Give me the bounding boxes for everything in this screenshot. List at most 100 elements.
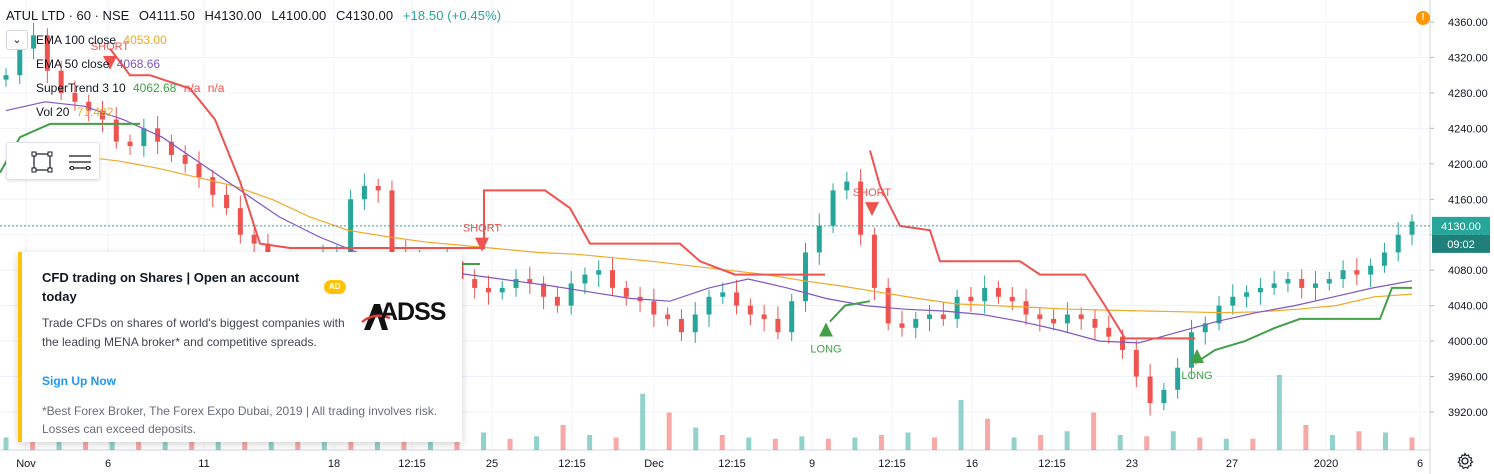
- volume-bar: [30, 435, 36, 450]
- indicator-volume[interactable]: Vol 20 71.492: [36, 105, 113, 119]
- time-tick-label: 9: [809, 458, 815, 470]
- volume-bar: [666, 412, 672, 450]
- price-tick-label: 4280.00: [1448, 88, 1488, 100]
- volume-bar: [746, 437, 752, 450]
- candle-body: [499, 287, 505, 293]
- candle-body: [513, 279, 519, 288]
- volume-bar: [268, 438, 274, 450]
- volume-bar: [613, 437, 619, 450]
- candle-body: [720, 292, 726, 297]
- candle-body: [224, 194, 230, 209]
- time-tick-label: Nov: [16, 458, 36, 470]
- candle-body: [789, 301, 795, 333]
- candle-body: [485, 287, 491, 293]
- symbol-header: ATUL LTD · 60 · NSE O4111.50 H4130.00 L4…: [6, 8, 501, 23]
- short-signal-label: SHORT: [853, 187, 892, 199]
- candle-body: [665, 314, 671, 319]
- volume-bar: [427, 438, 433, 450]
- candle-body: [651, 301, 657, 315]
- sign-up-link[interactable]: Sign Up Now: [42, 374, 116, 388]
- candle-body: [802, 252, 808, 302]
- candle-body: [954, 296, 960, 319]
- settings-gear-icon[interactable]: [1456, 452, 1474, 470]
- time-tick-label: 6: [105, 458, 111, 470]
- candle-body: [1244, 292, 1250, 297]
- long-signal-label: LONG: [810, 343, 841, 355]
- candle-body: [913, 318, 919, 328]
- ema100-line: [5, 149, 1413, 314]
- rectangle-tool-icon[interactable]: [29, 149, 55, 175]
- indicator-value: 71.492: [76, 105, 114, 119]
- volume-bar: [587, 435, 593, 450]
- chart-legend: ATUL LTD · 60 · NSE O4111.50 H4130.00 L4…: [0, 0, 520, 130]
- volume-bar: [772, 438, 778, 450]
- last-price-tag: [1432, 216, 1490, 235]
- volume-bar: [985, 418, 991, 450]
- collapse-legend-button[interactable]: ⌄: [6, 30, 28, 50]
- candle-body: [1092, 318, 1098, 328]
- indicator-name: EMA 100 close: [36, 33, 117, 47]
- candle-body: [348, 199, 354, 253]
- candle-body: [1133, 349, 1139, 377]
- volume-bar: [109, 438, 115, 450]
- indicator-value: 4062.68: [132, 81, 177, 95]
- volume-bar: [560, 425, 566, 450]
- candle-body: [541, 283, 547, 297]
- candle-body: [995, 287, 1001, 297]
- candle-body: [1395, 234, 1401, 253]
- candle-body: [1216, 305, 1222, 324]
- candle-body: [1106, 327, 1112, 337]
- volume-bar: [1303, 425, 1309, 450]
- indicator-ema50[interactable]: EMA 50 close 4068.66: [36, 57, 160, 71]
- indicator-ema100[interactable]: EMA 100 close 4053.00: [36, 33, 167, 47]
- indicator-name: Vol 20: [36, 105, 70, 119]
- object-tree-icon[interactable]: [67, 149, 93, 175]
- volume-bar: [295, 435, 301, 450]
- volume-bar: [1250, 438, 1256, 450]
- volume-bar: [189, 437, 195, 450]
- candle-body: [775, 318, 781, 333]
- alert-icon[interactable]: !: [1416, 11, 1430, 25]
- countdown-text: 09:02: [1447, 239, 1475, 251]
- candle-body: [1257, 287, 1263, 293]
- volume-bar: [1144, 436, 1150, 450]
- time-tick-label: 12:15: [718, 458, 746, 470]
- candle-body: [940, 314, 946, 319]
- price-tick-label: 4000.00: [1448, 336, 1488, 348]
- price-tick-label: 4360.00: [1448, 17, 1488, 29]
- ad-title[interactable]: CFD trading on Shares | Open an account …: [42, 270, 300, 304]
- volume-bar: [1011, 437, 1017, 450]
- volume-bar: [1117, 435, 1123, 450]
- volume-bar: [481, 432, 487, 450]
- candle-body: [72, 92, 78, 102]
- time-tick-label: 11: [198, 458, 209, 470]
- candle-body: [554, 296, 560, 306]
- candle-body: [1340, 270, 1346, 280]
- indicator-supertrend[interactable]: SuperTrend 3 10 4062.68 n/a n/a: [36, 81, 224, 95]
- price-tick-label: 4320.00: [1448, 52, 1488, 64]
- candle-body: [678, 318, 684, 333]
- candle-body: [1285, 279, 1291, 284]
- candle-body: [1051, 318, 1057, 324]
- volume-bar: [507, 438, 513, 450]
- symbol-title[interactable]: ATUL LTD · 60 · NSE: [6, 8, 130, 23]
- volume-bar: [931, 437, 937, 450]
- ad-card[interactable]: CFD trading on Shares | Open an account …: [18, 252, 462, 442]
- candle-body: [99, 110, 105, 120]
- time-tick-label: 27: [1226, 458, 1238, 470]
- price-tick-label: 4040.00: [1448, 301, 1488, 313]
- candle-body: [251, 234, 257, 244]
- volume-bar: [534, 436, 540, 450]
- candle-body: [1023, 301, 1029, 315]
- supertrend-up-line: [1194, 286, 1412, 365]
- candle-body: [982, 287, 988, 302]
- candle-body: [1368, 265, 1374, 275]
- long-arrow-icon: [1190, 349, 1204, 364]
- candle-body: [196, 163, 202, 178]
- indicator-value-na-1: n/a: [183, 81, 201, 95]
- ohlc-open: O4111.50: [138, 8, 195, 23]
- price-tick-label: 4080.00: [1448, 265, 1488, 277]
- candle-body: [899, 323, 905, 328]
- volume-bar: [321, 440, 327, 450]
- last-price-text: 4130.00: [1441, 221, 1481, 233]
